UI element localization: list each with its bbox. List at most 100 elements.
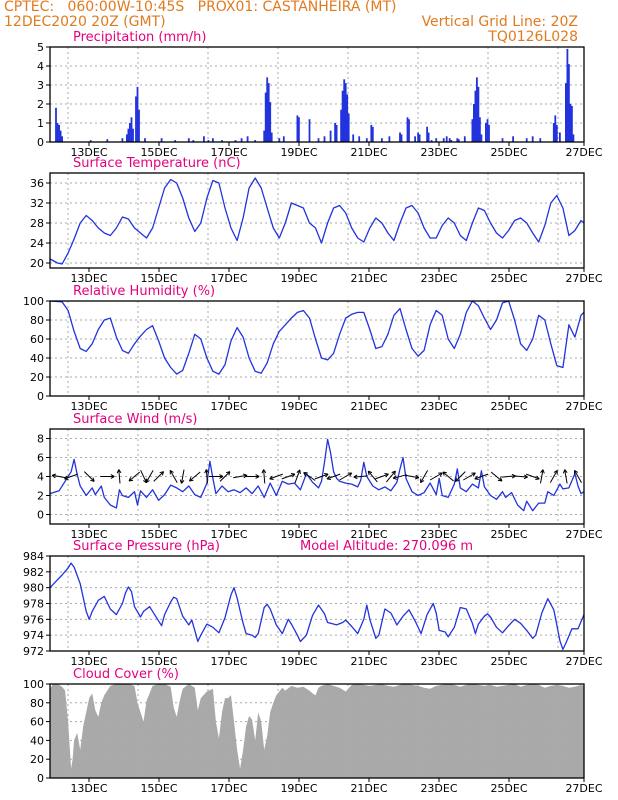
y-tick-label: 32 bbox=[30, 197, 44, 210]
y-tick-label: 28 bbox=[30, 217, 44, 230]
wind-arrow-shaft bbox=[314, 473, 329, 480]
precip-bar bbox=[554, 115, 557, 142]
wind-arrow-head bbox=[523, 476, 528, 480]
x-tick-label: 13DEC bbox=[70, 272, 107, 285]
cloud-panel: 0 20 40 60 80 100 13DEC 15DEC 17DEC 19DEC 21DEC 23D… bbox=[23, 667, 603, 795]
wind-arrow-head bbox=[243, 473, 248, 476]
x-tick-label: 21DEC bbox=[350, 272, 387, 285]
wind-arrow-head bbox=[219, 474, 224, 477]
wind-arrow-head bbox=[145, 480, 150, 484]
x-tick-label: 15DEC bbox=[140, 528, 177, 541]
x-tick-label: 23DEC bbox=[420, 272, 457, 285]
precip-bar bbox=[340, 109, 342, 142]
x-tick-label: 17DEC bbox=[210, 655, 247, 668]
wind-arrow-shaft bbox=[490, 471, 503, 482]
wind-arrow-head bbox=[499, 477, 503, 482]
y-tick-label: 20 bbox=[30, 753, 44, 766]
wind-arrow-head bbox=[385, 473, 389, 478]
precip-bar bbox=[488, 124, 490, 142]
precip-bar bbox=[296, 115, 299, 142]
precip-bar bbox=[267, 83, 270, 142]
wind-arrow-shaft bbox=[128, 471, 141, 482]
wind-arrow-head bbox=[189, 477, 192, 482]
x-tick-label: 27DEC bbox=[565, 655, 602, 668]
x-tick-label: 25DEC bbox=[490, 146, 527, 159]
y-tick-label: 36 bbox=[30, 177, 44, 190]
wind-arrow-shaft bbox=[181, 469, 185, 484]
y-tick-label: 1 bbox=[37, 117, 44, 130]
header-model-id: TQ0126L028 bbox=[488, 29, 578, 45]
wind-arrow-head bbox=[128, 477, 132, 482]
temp-frame bbox=[49, 172, 585, 269]
wind-arrow-shaft bbox=[455, 471, 466, 482]
y-tick-label: 978 bbox=[23, 598, 44, 611]
model-altitude-note: Model Altitude: 270.096 m bbox=[300, 539, 473, 554]
precip-bar bbox=[471, 119, 474, 142]
wind-arrow-shaft bbox=[64, 473, 78, 480]
y-tick-label: 100 bbox=[23, 678, 44, 691]
precip-bar bbox=[282, 136, 285, 142]
precip-bar bbox=[346, 94, 349, 142]
wind-arrow bbox=[490, 471, 503, 482]
wind-arrow-head bbox=[392, 475, 397, 479]
rh-title: Relative Humidity (%) bbox=[73, 284, 215, 299]
wind-arrow-head bbox=[349, 472, 353, 477]
wind-arrow bbox=[261, 469, 267, 484]
precip-bar bbox=[129, 123, 131, 142]
y-tick-label: 984 bbox=[23, 550, 44, 563]
precip-bar bbox=[476, 77, 478, 142]
x-tick-label: 19DEC bbox=[280, 272, 317, 285]
temp-panel: 20 24 28 32 36 13DEC 15DEC 17DEC 19DEC 21DEC 23DEC… bbox=[30, 156, 603, 285]
precip-bar bbox=[106, 139, 109, 142]
wind-arrow-head bbox=[353, 474, 358, 478]
wind-arrow bbox=[245, 474, 260, 479]
wind-arrow-head bbox=[326, 475, 331, 480]
wind-arrow-shaft bbox=[294, 469, 301, 484]
x-tick-label: 27DEC bbox=[565, 272, 602, 285]
wind-arrow-shaft bbox=[145, 470, 154, 483]
precip-bar bbox=[473, 104, 475, 142]
precip-bar bbox=[352, 134, 355, 142]
precip-bar bbox=[132, 128, 134, 142]
wind-arrow-head bbox=[255, 474, 260, 477]
precip-bar bbox=[365, 138, 368, 142]
header-station-line: CPTEC: 060:00W-10:45S PROX01: CASTANHEIR… bbox=[4, 0, 397, 15]
precip-bar bbox=[531, 136, 534, 142]
wind-arrow-shaft bbox=[205, 469, 208, 484]
cloud-title: Cloud Cover (%) bbox=[73, 667, 179, 682]
wind-arrow-shaft bbox=[386, 470, 396, 483]
wind-arrow-shaft bbox=[233, 474, 248, 479]
wind-arrow bbox=[339, 472, 353, 481]
y-tick-label: 0 bbox=[37, 390, 44, 403]
wind-arrow-shaft bbox=[140, 469, 147, 484]
wind-arrow-head bbox=[51, 474, 56, 479]
wind-arrow bbox=[83, 471, 95, 482]
wind-arrow-shaft bbox=[269, 473, 283, 480]
y-tick-label: 974 bbox=[23, 629, 44, 642]
wind-arrow-head bbox=[439, 472, 443, 477]
precip-bar bbox=[264, 92, 267, 142]
wind-arrow bbox=[204, 469, 209, 484]
x-tick-label: 25DEC bbox=[490, 528, 527, 541]
precip-bar bbox=[426, 126, 428, 142]
wind-arrow-head bbox=[391, 470, 396, 474]
precip-bar bbox=[347, 113, 350, 142]
wind-arrow bbox=[367, 470, 378, 483]
y-tick-label: 6 bbox=[37, 452, 44, 465]
wind-arrow-head bbox=[299, 469, 301, 474]
precip-bar bbox=[399, 132, 401, 142]
precip-bar bbox=[430, 140, 433, 142]
wind-arrow-shaft bbox=[420, 470, 429, 483]
wind-arrow-head bbox=[269, 475, 273, 480]
y-tick-label: 60 bbox=[30, 716, 44, 729]
header-date-line: 12DEC2020 20Z (GMT) bbox=[4, 14, 166, 30]
precip-bar bbox=[317, 138, 320, 142]
precip-bar bbox=[479, 117, 481, 142]
wind-arrow-head bbox=[540, 469, 544, 474]
x-tick-label: 15DEC bbox=[140, 782, 177, 795]
precip-bar bbox=[400, 134, 403, 142]
precip-bar bbox=[435, 138, 438, 142]
wind-arrow-shaft bbox=[353, 475, 368, 478]
wind-arrow bbox=[51, 473, 66, 479]
wind-panel: 0 2 4 6 8 13DEC 15DEC 17DEC 19DEC 21DEC 23DEC 25DEC… bbox=[37, 412, 603, 541]
